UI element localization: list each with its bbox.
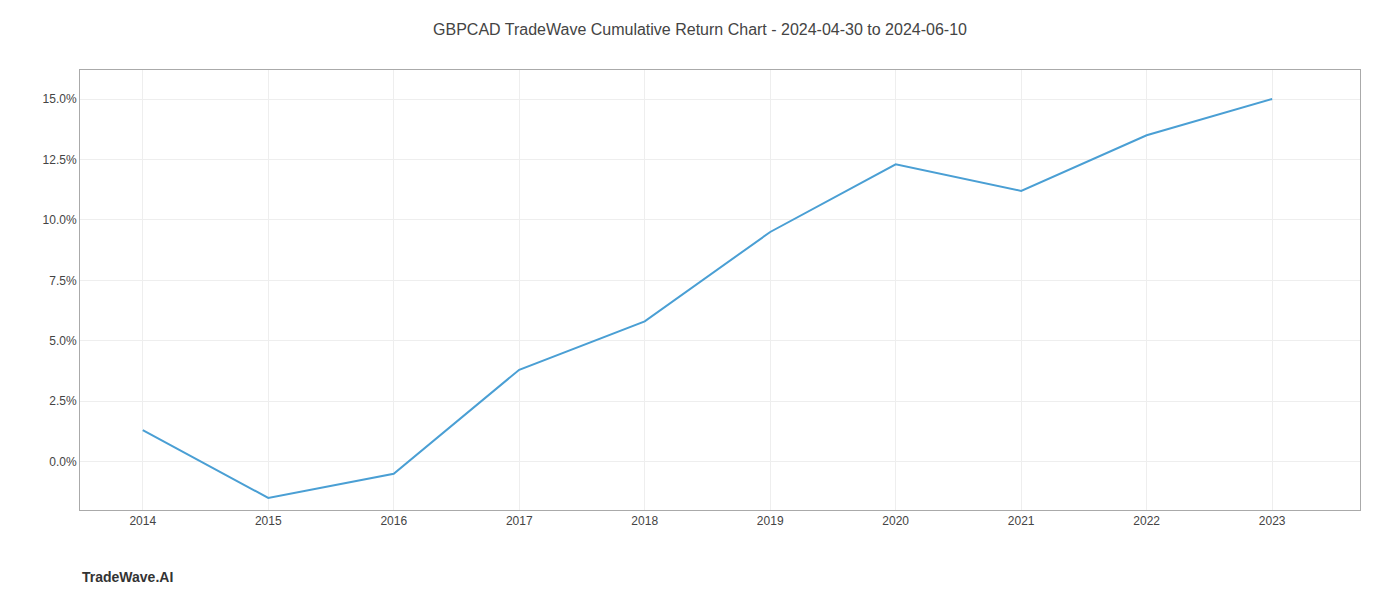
svg-text:12.5%: 12.5% — [43, 153, 77, 167]
svg-text:2016: 2016 — [380, 514, 407, 528]
svg-text:2021: 2021 — [1008, 514, 1035, 528]
svg-text:2020: 2020 — [882, 514, 909, 528]
svg-text:2019: 2019 — [757, 514, 784, 528]
svg-text:10.0%: 10.0% — [43, 213, 77, 227]
svg-text:2023: 2023 — [1259, 514, 1286, 528]
svg-text:2017: 2017 — [506, 514, 533, 528]
svg-text:2015: 2015 — [255, 514, 282, 528]
svg-text:TradeWave.AI: TradeWave.AI — [82, 569, 173, 585]
svg-text:GBPCAD TradeWave Cumulative Re: GBPCAD TradeWave Cumulative Return Chart… — [433, 21, 967, 38]
svg-text:15.0%: 15.0% — [43, 92, 77, 106]
svg-text:5.0%: 5.0% — [49, 334, 77, 348]
svg-text:2.5%: 2.5% — [49, 394, 77, 408]
svg-text:7.5%: 7.5% — [49, 274, 77, 288]
svg-text:2014: 2014 — [129, 514, 156, 528]
svg-text:2022: 2022 — [1133, 514, 1160, 528]
svg-text:0.0%: 0.0% — [49, 455, 77, 469]
svg-text:2018: 2018 — [631, 514, 658, 528]
